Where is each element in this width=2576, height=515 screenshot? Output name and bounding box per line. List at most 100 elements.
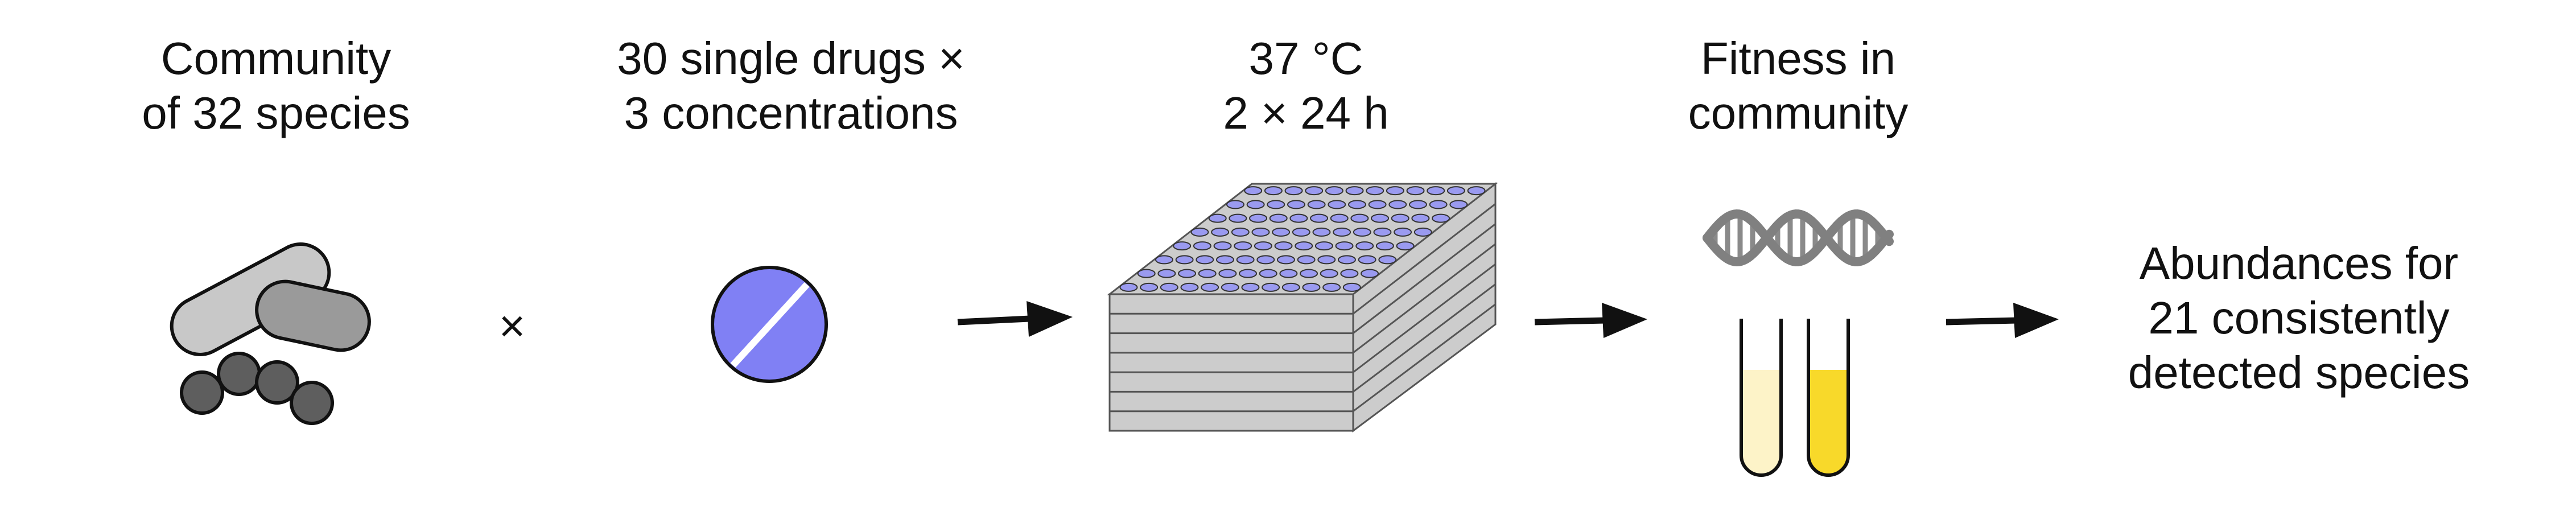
plate-well: [1218, 269, 1237, 278]
plate-well: [1386, 186, 1404, 196]
plate-well: [1201, 282, 1219, 292]
test-tube-light: [1740, 319, 1783, 477]
plate-well: [1337, 255, 1356, 265]
plate-well: [1155, 255, 1173, 265]
plate-well: [1173, 241, 1192, 251]
plate-well: [1208, 213, 1227, 223]
plate-well: [1446, 186, 1465, 196]
plate-well: [1371, 213, 1390, 223]
plate-well: [1231, 227, 1250, 237]
result-line3: detected species: [2128, 347, 2470, 398]
plate-well: [1211, 227, 1230, 237]
plate-well: [1297, 255, 1316, 265]
coccus-1: [180, 370, 224, 415]
plate-well: [1262, 282, 1280, 292]
plate-well: [1408, 200, 1427, 209]
plate-well: [1429, 200, 1448, 209]
well-plate-stack-icon: [1107, 182, 1498, 432]
plate-well: [1320, 269, 1338, 278]
plate-well: [1394, 227, 1412, 237]
arrow-2: [1534, 303, 1647, 338]
bacteria-icon: [170, 242, 371, 425]
result-line2: 21 consistently: [2148, 292, 2450, 343]
plate-side-layer-line: [1353, 303, 1496, 412]
plate-well: [1373, 227, 1392, 237]
step-fitness-line1: Fitness in: [1700, 33, 1896, 84]
plate-well: [1256, 255, 1275, 265]
plate-well: [1289, 213, 1308, 223]
plate-well: [1254, 241, 1272, 251]
plate-side-layer-line: [1353, 243, 1496, 354]
plate-well: [1353, 227, 1371, 237]
test-tube-dark: [1807, 319, 1850, 477]
plate-well: [1378, 255, 1397, 265]
plate-well: [1300, 269, 1318, 278]
plate-wells: [1119, 186, 1486, 292]
plate-well: [1119, 282, 1138, 292]
arrow-3: [1946, 303, 2059, 338]
step-drugs-label: 30 single drugs × 3 concentrations: [569, 31, 1013, 141]
plate-well: [1213, 241, 1232, 251]
plate-well: [1317, 255, 1336, 265]
plate-well: [1350, 213, 1369, 223]
plate-well: [1157, 269, 1176, 278]
plate-well: [1361, 269, 1379, 278]
pill-score-line: [730, 282, 810, 368]
plate-stack-front: [1108, 293, 1354, 432]
plate-well: [1221, 282, 1239, 292]
plate-well: [1215, 255, 1234, 265]
plate-well: [1267, 200, 1285, 209]
plate-side-layer-line: [1353, 263, 1496, 373]
step-incubation-line1: 37 °C: [1248, 33, 1363, 84]
step-community-line1: Community: [160, 33, 391, 84]
dna-icon: [1703, 209, 1894, 267]
plate-well: [1368, 200, 1387, 209]
plate-well: [1287, 200, 1305, 209]
pill-icon: [711, 266, 828, 383]
plate-top-surface: [1107, 183, 1498, 295]
plate-well: [1347, 200, 1366, 209]
plate-well: [1236, 255, 1255, 265]
dna-strand-2: [1703, 209, 1894, 267]
plate-well: [1330, 213, 1349, 223]
plate-well: [1305, 186, 1324, 196]
plate-well: [1281, 282, 1300, 292]
plate-well: [1274, 241, 1293, 251]
dna-strand-1: [1703, 209, 1894, 267]
plate-well: [1432, 213, 1450, 223]
plate-well: [1229, 213, 1247, 223]
plate-well: [1358, 255, 1376, 265]
coccus-3: [255, 360, 299, 405]
plate-side-layer-line: [1353, 283, 1496, 393]
plate-well: [1411, 213, 1430, 223]
step-fitness-label: Fitness in community: [1627, 31, 1969, 141]
rod-bacterium-small: [255, 279, 371, 352]
plate-well: [1160, 282, 1178, 292]
plate-well: [1391, 213, 1409, 223]
plate-well: [1249, 213, 1268, 223]
plate-well: [1244, 186, 1263, 196]
step-incubation-line2: 2 × 24 h: [1223, 88, 1389, 138]
step-drugs-line2: 3 concentrations: [624, 88, 958, 138]
result-line1: Abundances for: [2139, 238, 2459, 289]
plate-well: [1388, 200, 1407, 209]
plate-well: [1295, 241, 1313, 251]
plate-well: [1427, 186, 1445, 196]
plate-well: [1190, 227, 1209, 237]
plate-side-layer-line: [1353, 203, 1496, 315]
coccus-2: [217, 352, 261, 396]
test-tubes-icon: [1740, 319, 1850, 477]
plate-well: [1239, 269, 1258, 278]
result-label: Abundances for 21 consistently detected …: [2094, 236, 2504, 400]
plate-well: [1302, 282, 1321, 292]
times-symbol: ×: [498, 300, 526, 351]
plate-well: [1345, 186, 1364, 196]
plate-well: [1269, 213, 1288, 223]
coccus-4: [290, 381, 334, 425]
plate-well: [1314, 241, 1333, 251]
plate-well: [1467, 186, 1486, 196]
plate-well: [1307, 200, 1326, 209]
plate-well: [1342, 282, 1361, 292]
plate-well: [1325, 186, 1343, 196]
